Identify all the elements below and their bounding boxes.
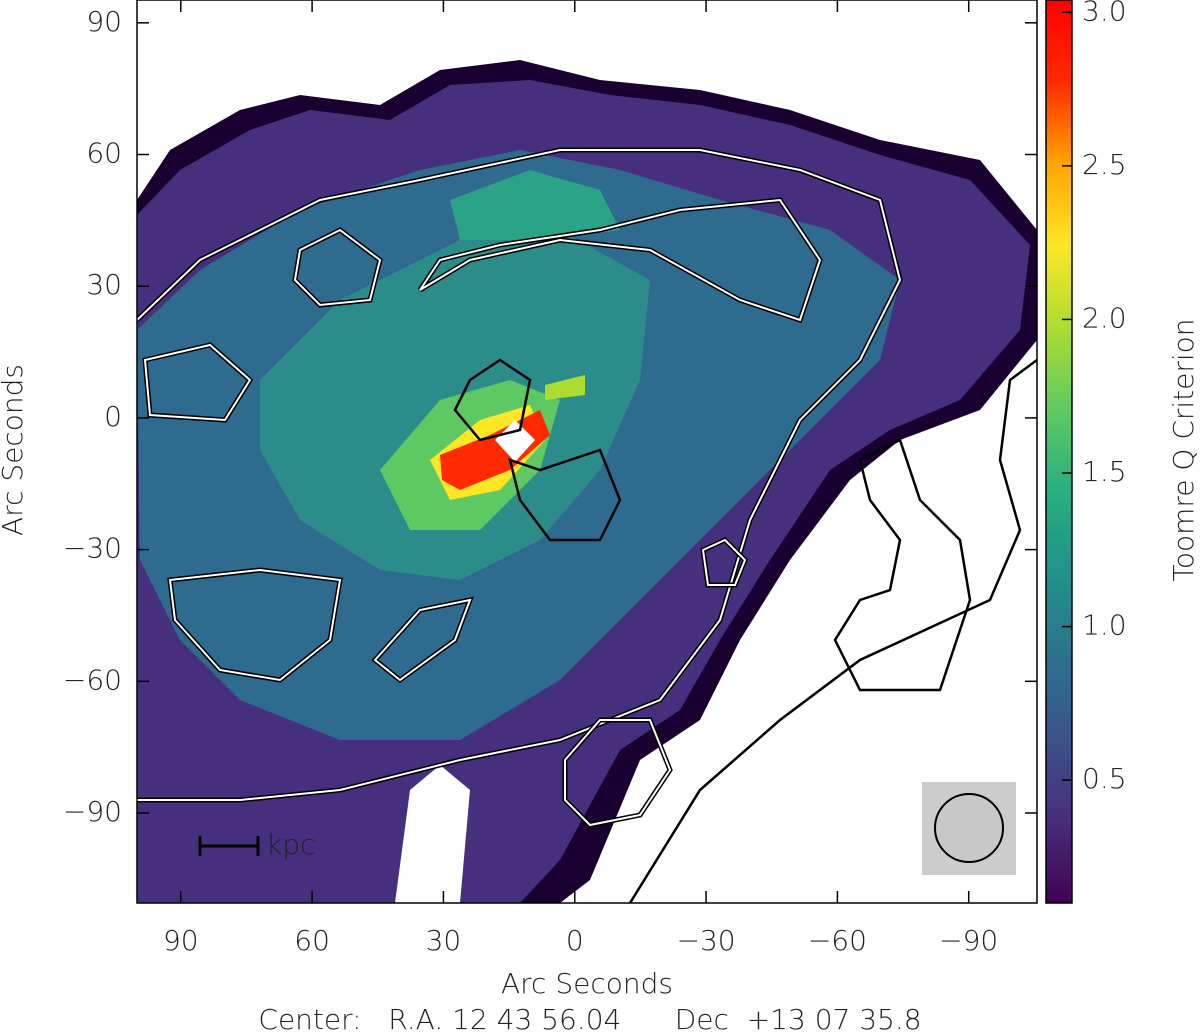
x-tick-label: −60 <box>808 924 867 957</box>
x-tick-label: −90 <box>939 924 998 957</box>
y-tick-label: −60 <box>63 663 122 696</box>
y-tick-label: 90 <box>86 5 122 38</box>
x-tick-label: 90 <box>163 924 199 957</box>
y-tick-label: 60 <box>86 137 122 170</box>
y-axis-label: Arc Seconds <box>0 364 29 536</box>
beam <box>934 793 1004 863</box>
colorbar-label: Toomre Q Criterion <box>1167 318 1200 581</box>
y-tick-label: −90 <box>63 795 122 828</box>
plot-frame <box>136 0 1038 904</box>
colorbar-tick-label: 0.5 <box>1082 762 1127 795</box>
x-tick-label: 60 <box>294 924 330 957</box>
colorbar-tick-label: 2.5 <box>1082 148 1127 181</box>
scale-bar-label: kpc <box>266 828 315 861</box>
colorbar-tick-label: 2.0 <box>1082 301 1127 334</box>
y-tick-label: 30 <box>86 268 122 301</box>
colorbar <box>1045 0 1073 904</box>
colorbar-tick-label: 1.5 <box>1082 455 1127 488</box>
footer: Center: R.A. 12 43 56.04 Dec +13 07 35.8 <box>258 1003 921 1036</box>
x-tick-label: 0 <box>566 924 584 957</box>
colorbar-tick-label: 3.0 <box>1082 0 1127 27</box>
scale-bar <box>198 836 260 856</box>
x-tick-label: −30 <box>677 924 736 957</box>
x-axis-label: Arc Seconds <box>501 967 673 1000</box>
y-tick-label: 0 <box>104 400 122 433</box>
map-image <box>137 60 1037 903</box>
x-tick-label: 30 <box>426 924 462 957</box>
y-tick-label: −30 <box>63 532 122 565</box>
colorbar-tick-label: 1.0 <box>1082 609 1127 642</box>
